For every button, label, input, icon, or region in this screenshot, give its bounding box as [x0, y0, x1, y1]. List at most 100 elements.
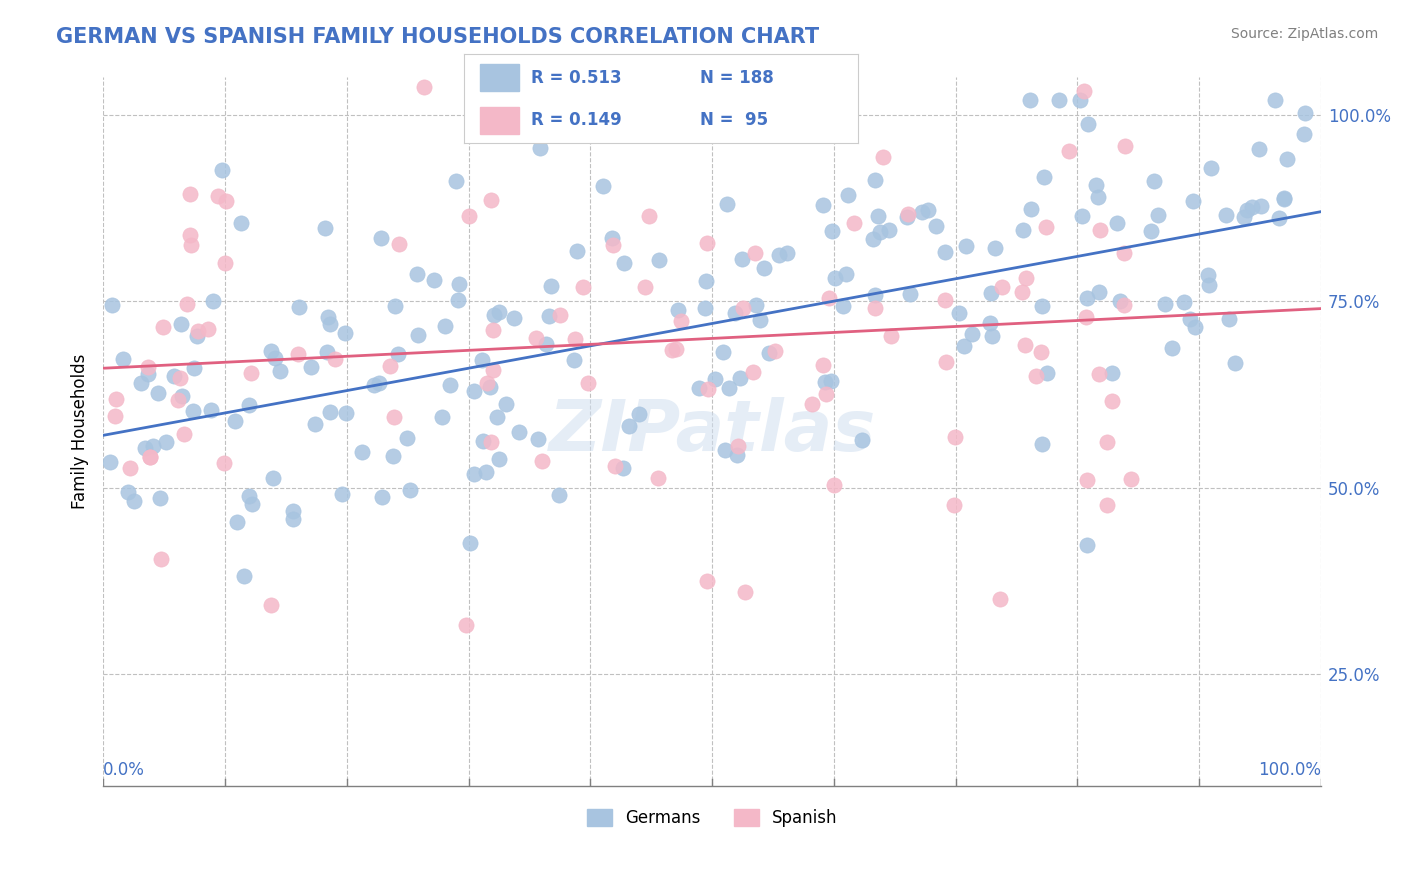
Text: ZIPatlas: ZIPatlas: [548, 397, 876, 467]
Point: [983, 241, 1005, 255]
Point: [1143, 174, 1166, 188]
Point: [152, 320, 174, 334]
Point: [319, 318, 342, 332]
Point: [813, 359, 835, 373]
Point: [238, 489, 260, 503]
Point: [240, 366, 263, 380]
Point: [562, 108, 585, 122]
Point: [1087, 190, 1109, 204]
Text: 100.0%: 100.0%: [1258, 761, 1322, 779]
Point: [495, 396, 517, 410]
Point: [728, 370, 751, 384]
Point: [200, 403, 222, 417]
Text: N =  95: N = 95: [700, 112, 768, 129]
Point: [319, 405, 342, 419]
Point: [316, 310, 339, 325]
Point: [197, 322, 219, 336]
Point: [1250, 199, 1272, 213]
Point: [704, 371, 727, 385]
Point: [628, 407, 651, 421]
Point: [953, 339, 976, 353]
Point: [412, 80, 434, 95]
Point: [479, 193, 502, 207]
Point: [104, 392, 127, 406]
Point: [333, 326, 356, 340]
Point: [752, 260, 775, 275]
Point: [811, 198, 834, 212]
Point: [226, 516, 249, 530]
Point: [603, 458, 626, 473]
Point: [444, 174, 467, 188]
Point: [432, 410, 454, 425]
Point: [434, 319, 457, 334]
Point: [262, 470, 284, 484]
Point: [576, 376, 599, 390]
Point: [207, 189, 229, 203]
Point: [1112, 298, 1135, 312]
Point: [863, 173, 886, 187]
Point: [475, 376, 498, 391]
Point: [149, 491, 172, 505]
Y-axis label: Family Households: Family Households: [72, 354, 89, 509]
Point: [281, 511, 304, 525]
Point: [1119, 472, 1142, 486]
Point: [696, 236, 718, 251]
Point: [666, 303, 689, 318]
Point: [1199, 161, 1222, 175]
Text: GERMAN VS SPANISH FAMILY HOUSEHOLDS CORRELATION CHART: GERMAN VS SPANISH FAMILY HOUSEHOLDS CORR…: [56, 27, 820, 46]
Point: [1095, 498, 1118, 512]
Point: [363, 377, 385, 392]
Point: [744, 245, 766, 260]
Point: [136, 368, 159, 382]
Point: [202, 293, 225, 308]
Point: [479, 434, 502, 449]
Point: [731, 252, 754, 267]
Point: [388, 237, 411, 252]
Point: [538, 310, 561, 324]
Point: [821, 225, 844, 239]
Point: [1069, 93, 1091, 107]
Point: [917, 202, 939, 217]
Point: [1105, 216, 1128, 230]
Bar: [479, 64, 519, 91]
Point: [1076, 474, 1098, 488]
Point: [139, 450, 162, 464]
Point: [562, 353, 585, 368]
Point: [233, 569, 256, 583]
Point: [1076, 291, 1098, 305]
Point: [1112, 246, 1135, 260]
Point: [768, 248, 790, 262]
Point: [169, 371, 191, 385]
Point: [187, 324, 209, 338]
Point: [872, 149, 894, 163]
Point: [744, 298, 766, 312]
Point: [832, 299, 855, 313]
Point: [1101, 366, 1123, 380]
Text: R = 0.149: R = 0.149: [531, 112, 621, 129]
Point: [955, 239, 977, 253]
Point: [1180, 311, 1202, 326]
Point: [1240, 200, 1263, 214]
Point: [148, 386, 170, 401]
Point: [1198, 268, 1220, 282]
Point: [381, 450, 404, 464]
Point: [862, 232, 884, 246]
Point: [697, 382, 720, 396]
Point: [260, 598, 283, 612]
Point: [1236, 202, 1258, 217]
Point: [634, 280, 657, 294]
Point: [1184, 319, 1206, 334]
Point: [112, 351, 135, 366]
Point: [877, 223, 900, 237]
Point: [1275, 152, 1298, 166]
Point: [98, 455, 121, 469]
Point: [384, 299, 406, 313]
Point: [814, 387, 837, 401]
Point: [820, 374, 842, 388]
Point: [695, 274, 717, 288]
Point: [943, 430, 966, 444]
Point: [350, 444, 373, 458]
Point: [979, 316, 1001, 330]
Point: [1095, 435, 1118, 450]
Point: [122, 493, 145, 508]
